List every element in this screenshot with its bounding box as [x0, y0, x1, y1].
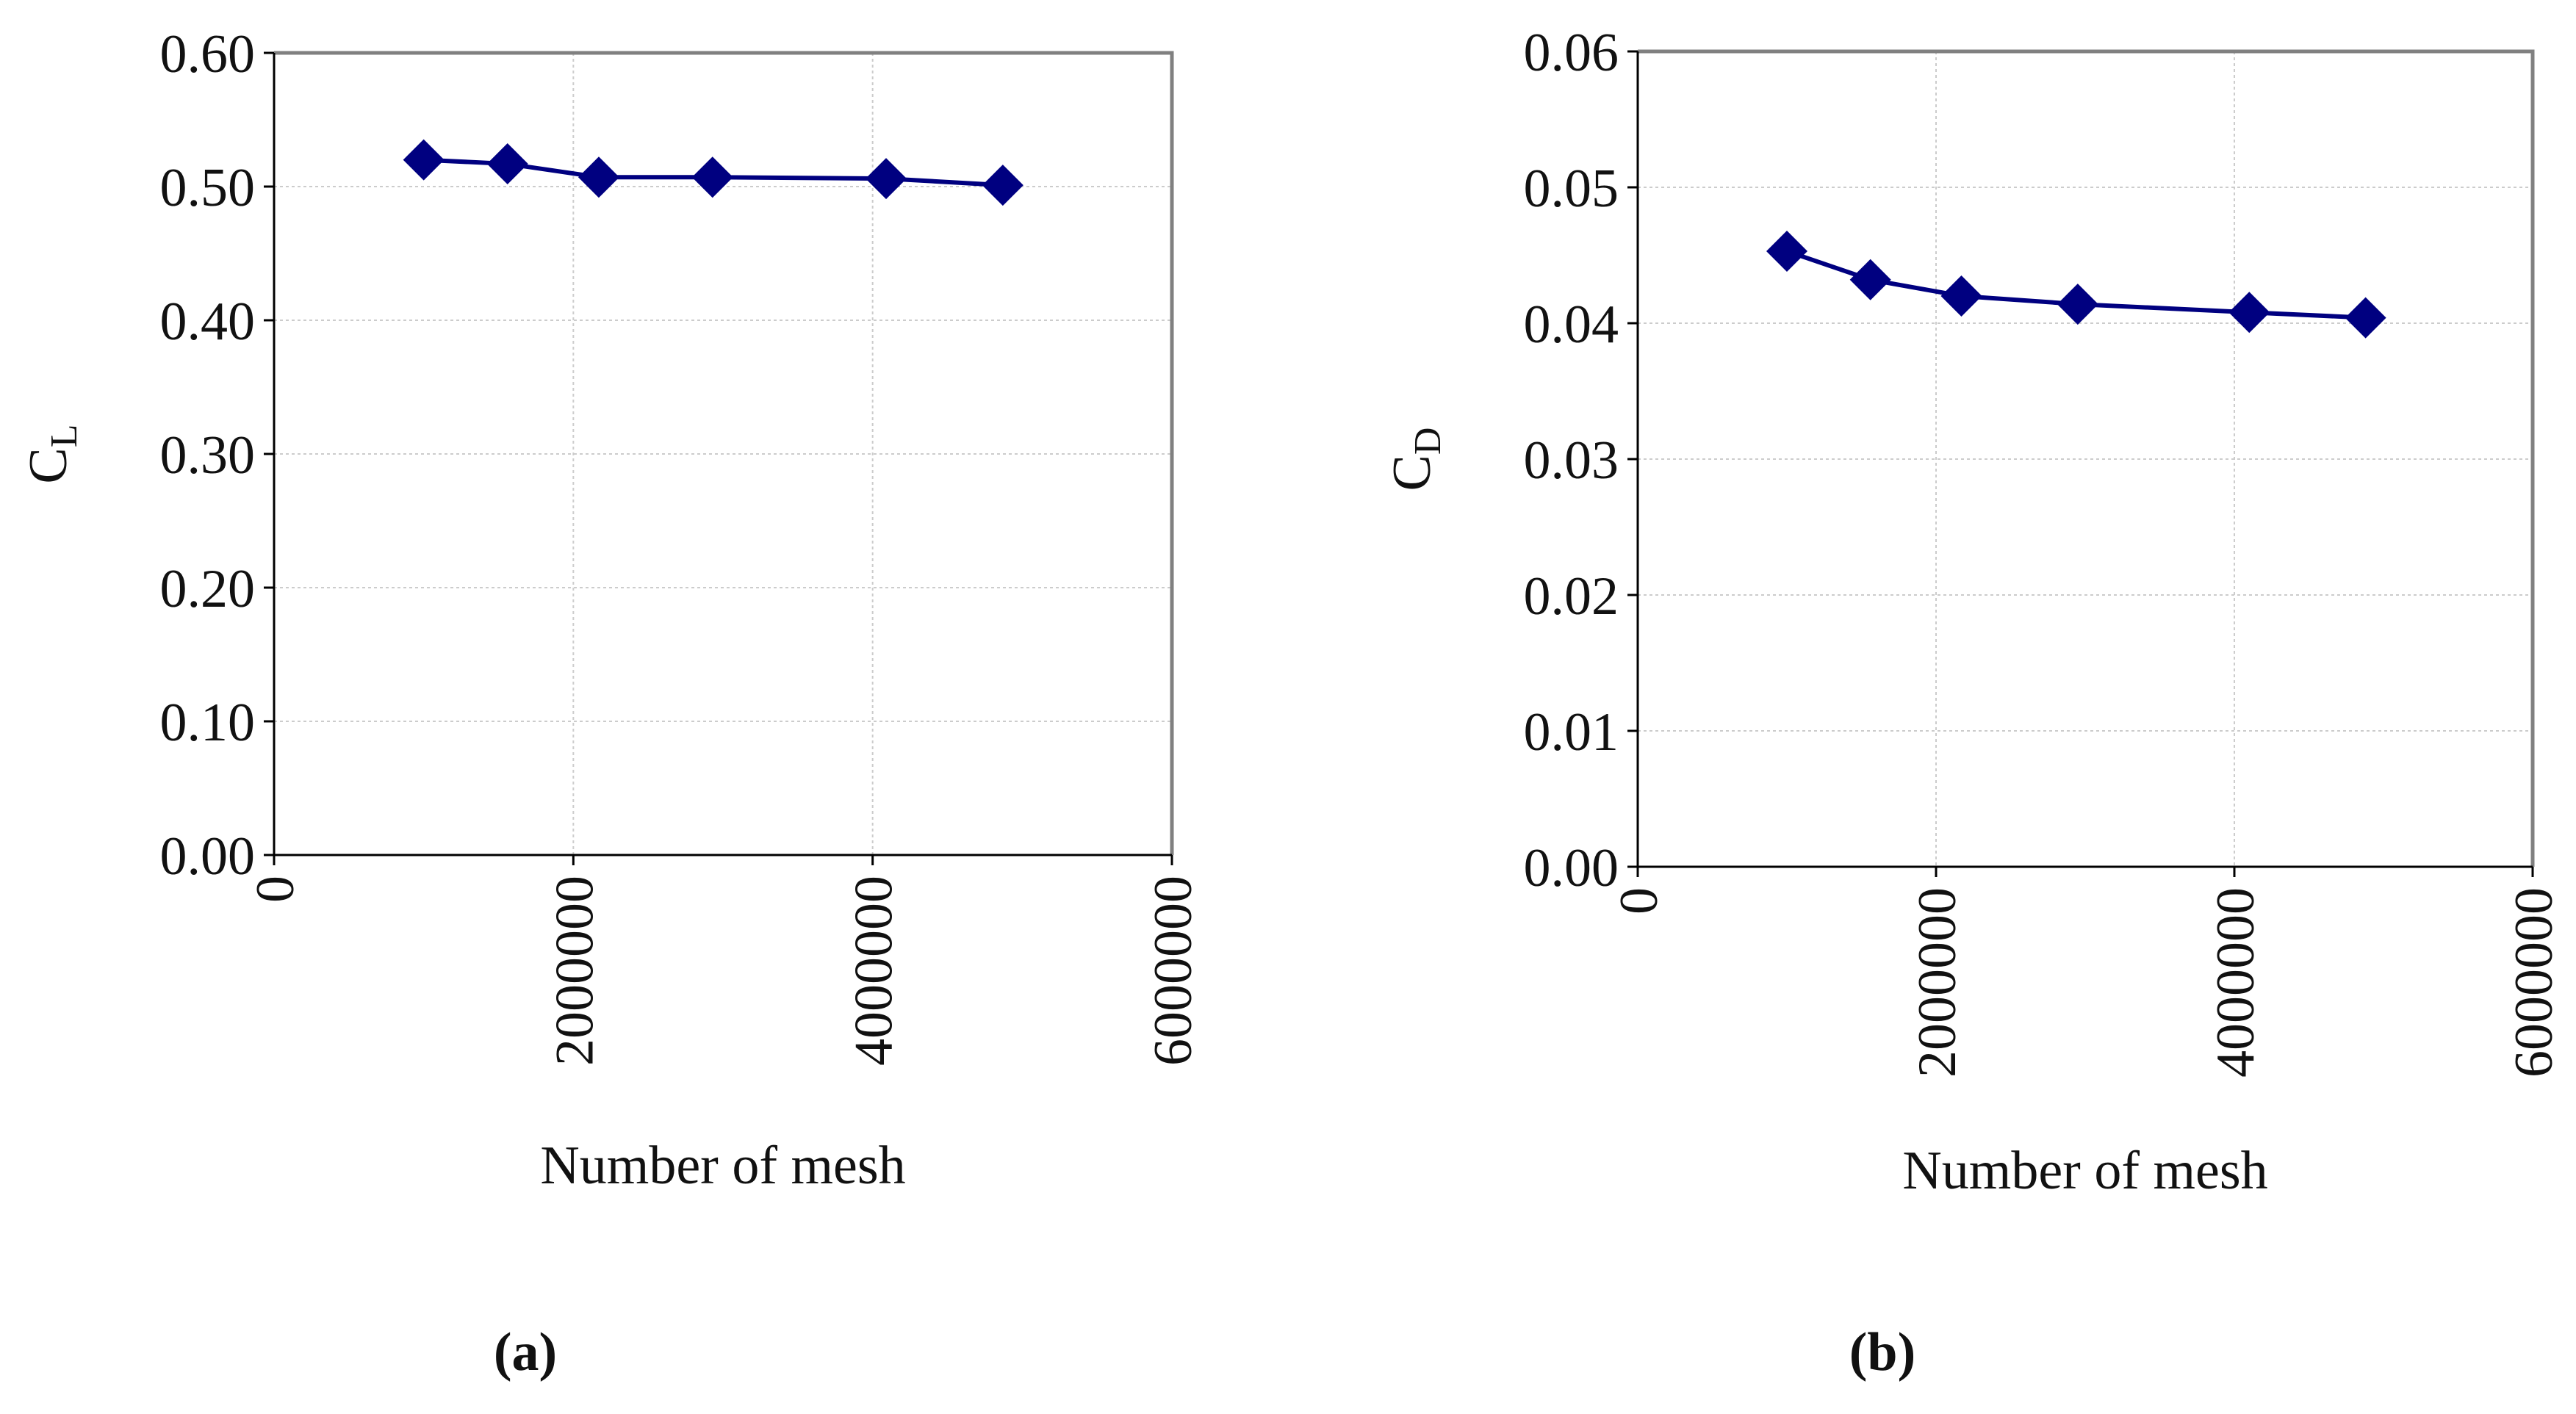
y-tick-label: 0.40 [160, 292, 256, 352]
y-tick-label: 0.03 [1524, 430, 1619, 491]
y-tick-label: 0.60 [160, 24, 256, 84]
chart: 0.00 0.01 0.02 0.03 0.04 0.05 0.06 0 2000000 4000… [1382, 23, 2564, 1382]
marker [2345, 297, 2386, 339]
y-axis-label: CL [18, 424, 85, 483]
y-tick-label: 0.00 [160, 826, 256, 887]
y-axis-label-main: C [1382, 455, 1442, 491]
y-tick-label: 0.00 [1524, 838, 1619, 898]
marker [691, 156, 733, 198]
x-axis-label: Number of mesh [1902, 1141, 2267, 1201]
x-tick-label: 2000000 [1907, 887, 1968, 1078]
y-axis-label-sub: D [1407, 428, 1449, 455]
x-tick-label: 6000000 [1143, 876, 1204, 1066]
x-tick-label: 2000000 [544, 876, 605, 1066]
x-tick-label: 4000000 [2206, 887, 2266, 1078]
y-tick-label: 0.01 [1524, 702, 1619, 762]
marker [486, 143, 528, 185]
y-axis-label: CD [1382, 428, 1449, 491]
marker [578, 156, 619, 198]
y-tick-label: 0.05 [1524, 159, 1619, 219]
marker [403, 139, 445, 181]
y-tick-label: 0.30 [160, 425, 256, 486]
marker [1940, 275, 1982, 317]
x-tick-label: 0 [1609, 887, 1669, 915]
marker [1766, 230, 1807, 272]
plot-frame [1638, 49, 2535, 867]
y-tick-label: 0.20 [160, 559, 256, 619]
x-tick-label: 6000000 [2504, 887, 2564, 1078]
y-tick-label: 0.10 [160, 693, 256, 753]
y-axis-label-sub: L [43, 424, 85, 447]
panel-label: (b) [1849, 1322, 1915, 1382]
marker [865, 158, 907, 200]
marker [1849, 259, 1891, 300]
chart: 0.00 0.10 0.20 0.30 0.40 0.50 0.60 0 2000000 4000… [18, 24, 1204, 1382]
y-tick-label: 0.06 [1524, 23, 1619, 83]
marker [2228, 292, 2270, 333]
y-axis-label-main: C [18, 447, 79, 483]
marker [2057, 284, 2098, 325]
x-axis-label: Number of mesh [540, 1136, 905, 1196]
x-tick-label: 0 [245, 876, 306, 903]
y-tick-label: 0.04 [1524, 295, 1619, 355]
y-tick-label: 0.02 [1524, 566, 1619, 627]
y-tick-label: 0.50 [160, 158, 256, 218]
panel-label: (a) [494, 1322, 557, 1382]
x-tick-label: 4000000 [844, 876, 904, 1066]
plot-frame [274, 51, 1174, 855]
marker [982, 165, 1023, 206]
